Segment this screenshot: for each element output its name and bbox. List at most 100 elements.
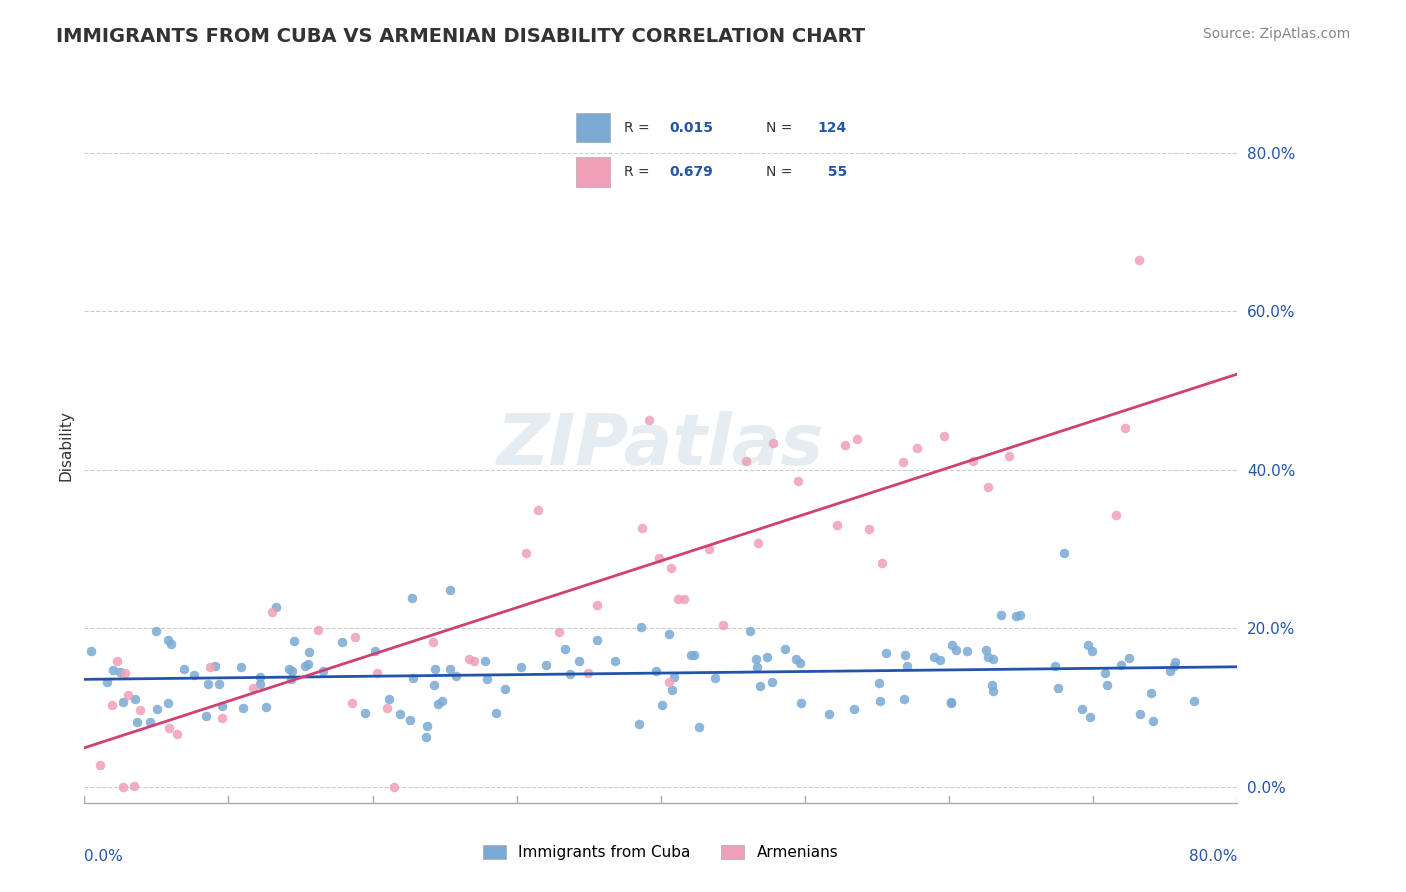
Point [747, 536, 769, 550]
Point [157, 721, 180, 735]
Point [939, 695, 962, 709]
Point [173, 662, 195, 676]
Point [166, 727, 188, 741]
Point [343, 631, 366, 645]
Point [1053, 546, 1076, 560]
Point [79, 644, 101, 658]
Point [688, 720, 710, 734]
Point [666, 591, 689, 606]
Point [932, 429, 955, 443]
Point [645, 664, 668, 678]
Point [446, 669, 468, 683]
Point [825, 517, 848, 532]
Point [439, 583, 461, 598]
Point [875, 646, 897, 660]
Point [586, 598, 609, 612]
Point [941, 696, 963, 710]
Point [527, 503, 550, 517]
Point [977, 649, 1000, 664]
Point [211, 699, 233, 714]
Point [364, 644, 387, 658]
Point [998, 449, 1021, 463]
Point [249, 677, 271, 691]
Point [277, 662, 299, 676]
Point [683, 648, 706, 662]
Text: 80.0%: 80.0% [1189, 849, 1237, 864]
Point [981, 651, 1004, 665]
Point [1142, 714, 1164, 728]
Point [264, 600, 287, 615]
Point [197, 677, 219, 691]
Point [124, 691, 146, 706]
Point [515, 546, 537, 560]
Point [1118, 651, 1140, 665]
Point [896, 658, 918, 673]
Point [928, 653, 950, 667]
Point [307, 623, 329, 637]
Point [1129, 706, 1152, 721]
Point [100, 698, 122, 713]
Point [761, 674, 783, 689]
Point [981, 678, 1004, 692]
Point [558, 667, 581, 681]
Point [1163, 655, 1185, 669]
Point [297, 657, 319, 671]
Point [605, 654, 627, 668]
Point [105, 654, 128, 668]
Point [628, 717, 651, 731]
Point [1140, 685, 1163, 699]
Point [1077, 638, 1099, 652]
Point [1080, 643, 1102, 657]
Point [631, 521, 654, 535]
Point [1105, 508, 1128, 523]
Point [790, 696, 813, 710]
Point [423, 662, 446, 676]
Point [845, 432, 868, 446]
Point [494, 681, 516, 696]
Point [858, 523, 880, 537]
Point [756, 650, 779, 665]
Point [477, 672, 499, 686]
Point [114, 665, 136, 680]
Point [146, 701, 169, 715]
Point [423, 678, 446, 692]
Point [1109, 658, 1132, 673]
Point [981, 684, 1004, 698]
Point [977, 480, 1000, 494]
Point [117, 688, 139, 702]
Point [430, 694, 453, 708]
Point [870, 556, 893, 570]
Point [378, 692, 401, 706]
Point [789, 657, 811, 671]
Point [1094, 665, 1116, 680]
Point [586, 632, 609, 647]
Point [1163, 659, 1185, 673]
Legend: Immigrants from Cuba, Armenians: Immigrants from Cuba, Armenians [477, 839, 845, 866]
Point [108, 665, 131, 679]
Point [415, 731, 437, 745]
Point [922, 650, 945, 665]
Point [129, 703, 152, 717]
Point [749, 680, 772, 694]
Point [679, 648, 702, 662]
Point [651, 698, 673, 712]
Point [534, 657, 557, 672]
Point [183, 668, 205, 682]
Point [630, 620, 652, 634]
Point [1010, 608, 1032, 623]
Point [389, 707, 412, 722]
Point [658, 627, 681, 641]
Point [1070, 702, 1092, 716]
Point [96, 675, 118, 690]
Point [787, 474, 810, 488]
Point [945, 643, 967, 657]
Point [156, 696, 179, 710]
Point [647, 550, 669, 565]
Text: Source: ZipAtlas.com: Source: ZipAtlas.com [1202, 27, 1350, 41]
Point [101, 664, 124, 678]
Point [941, 638, 963, 652]
Point [198, 660, 221, 674]
Point [1047, 681, 1070, 696]
Point [745, 652, 768, 666]
Point [138, 714, 160, 729]
